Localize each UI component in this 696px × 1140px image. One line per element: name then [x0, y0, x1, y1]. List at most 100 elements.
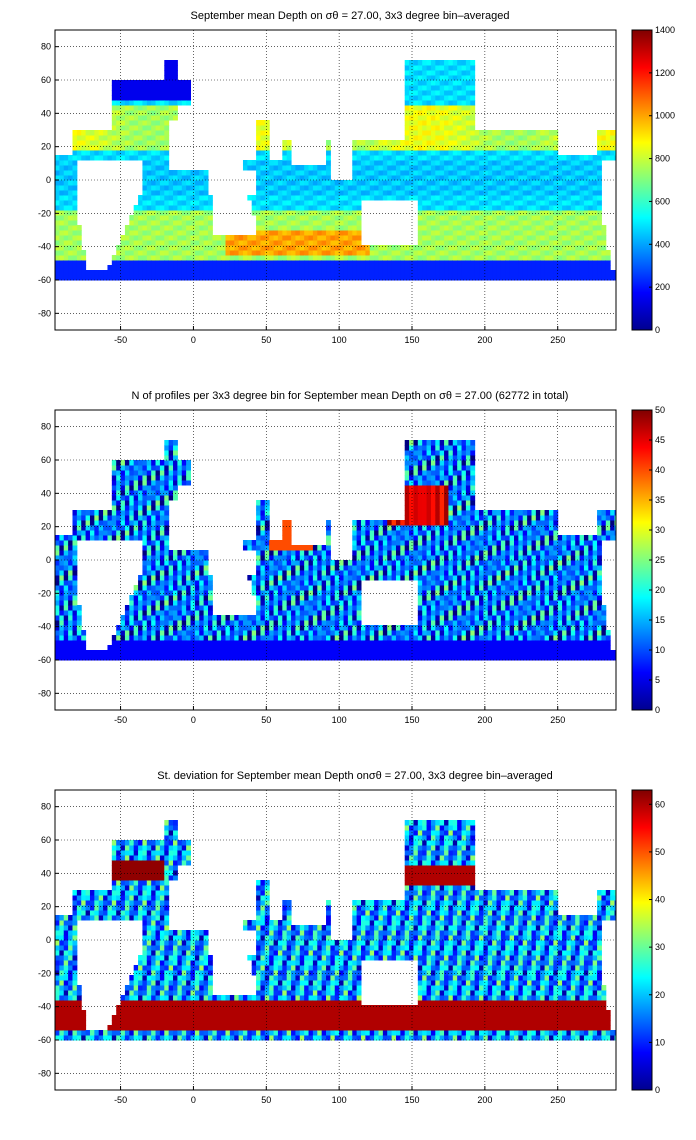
- heatmap-cell: [317, 195, 323, 201]
- heatmap-cell: [312, 650, 318, 656]
- heatmap-cell: [133, 250, 139, 256]
- heatmap-cell: [461, 150, 467, 156]
- heatmap-cell: [326, 240, 331, 246]
- heatmap-cell: [404, 275, 410, 281]
- heatmap-cell: [173, 245, 178, 251]
- heatmap-cell: [282, 275, 288, 281]
- heatmap-cell: [98, 650, 104, 656]
- heatmap-cell: [426, 170, 432, 176]
- heatmap-cell: [229, 655, 235, 661]
- heatmap-cell: [173, 105, 178, 111]
- heatmap-cell: [448, 255, 454, 261]
- heatmap-cell: [63, 215, 69, 221]
- heatmap-cell: [164, 125, 170, 131]
- heatmap-cell: [326, 215, 331, 221]
- heatmap-cell: [579, 235, 585, 241]
- heatmap-cell: [277, 640, 283, 646]
- heatmap-cell: [111, 80, 117, 86]
- heatmap-cell: [168, 650, 174, 656]
- heatmap-cell: [124, 105, 130, 111]
- heatmap-cell: [63, 560, 69, 566]
- heatmap-cell: [142, 215, 148, 221]
- heatmap-cell: [479, 150, 484, 156]
- heatmap-cell: [378, 250, 384, 256]
- heatmap-cell: [461, 130, 467, 136]
- heatmap-cell: [159, 115, 165, 121]
- heatmap-cell: [164, 110, 170, 116]
- heatmap-cell: [142, 470, 148, 476]
- heatmap-cell: [155, 640, 161, 646]
- heatmap-cell: [361, 635, 366, 641]
- heatmap-cell: [173, 595, 178, 601]
- heatmap-cell: [55, 645, 60, 651]
- heatmap-cell: [190, 250, 196, 256]
- heatmap-cell: [575, 155, 581, 161]
- heatmap-cell: [356, 605, 362, 611]
- heatmap-cell: [251, 165, 257, 171]
- heatmap-cell: [186, 240, 192, 246]
- heatmap-cell: [159, 565, 165, 571]
- heatmap-cell: [470, 70, 476, 76]
- heatmap-cell: [282, 220, 288, 226]
- heatmap-cell: [251, 625, 257, 631]
- heatmap-cell: [343, 220, 349, 226]
- heatmap-cell: [138, 460, 143, 466]
- heatmap-cell: [479, 200, 484, 206]
- y-tick-label: 40: [41, 108, 51, 118]
- heatmap-cell: [260, 515, 266, 521]
- heatmap-cell: [544, 255, 550, 261]
- heatmap-cell: [500, 275, 506, 281]
- heatmap-cell: [361, 650, 366, 656]
- heatmap-cell: [583, 220, 589, 226]
- y-tick-label: 60: [41, 75, 51, 85]
- heatmap-cell: [562, 235, 567, 241]
- heatmap-cell: [151, 640, 157, 646]
- heatmap-cell: [173, 580, 178, 586]
- heatmap-cell: [81, 650, 87, 656]
- heatmap-cell: [583, 235, 589, 241]
- heatmap-cell: [544, 235, 550, 241]
- heatmap-cell: [181, 205, 187, 211]
- heatmap-cell: [111, 495, 117, 501]
- heatmap-cell: [597, 180, 602, 186]
- heatmap-cell: [426, 100, 432, 106]
- heatmap-cell: [448, 110, 454, 116]
- heatmap-cell: [277, 245, 283, 251]
- heatmap-cell: [116, 80, 122, 86]
- heatmap-cell: [251, 645, 257, 651]
- heatmap-cell: [343, 185, 349, 191]
- heatmap-cell: [177, 645, 183, 651]
- heatmap-cell: [159, 100, 165, 106]
- heatmap-cell: [181, 180, 187, 186]
- heatmap-cell: [395, 270, 401, 276]
- heatmap-cell: [260, 230, 266, 236]
- heatmap-cell: [111, 645, 117, 651]
- heatmap-cell: [382, 260, 388, 266]
- heatmap-cell: [72, 175, 78, 181]
- heatmap-cell: [387, 180, 393, 186]
- heatmap-cell: [194, 210, 200, 216]
- heatmap-cell: [544, 180, 550, 186]
- heatmap-cell: [430, 255, 436, 261]
- heatmap-cell: [605, 140, 611, 146]
- heatmap-cell: [352, 590, 358, 596]
- heatmap-cell: [356, 220, 362, 226]
- heatmap-cell: [63, 155, 69, 161]
- heatmap-cell: [146, 500, 152, 506]
- y-tick-label: 80: [41, 42, 51, 52]
- heatmap-cell: [256, 125, 261, 131]
- heatmap-cell: [208, 580, 213, 586]
- heatmap-cell: [142, 225, 148, 231]
- heatmap-cell: [190, 555, 196, 561]
- heatmap-cell: [334, 565, 340, 571]
- heatmap-cell: [597, 235, 602, 241]
- heatmap-cell: [557, 250, 563, 256]
- heatmap-cell: [72, 200, 78, 206]
- heatmap-cell: [273, 570, 279, 576]
- heatmap-cell: [352, 655, 358, 661]
- heatmap-cell: [291, 610, 296, 616]
- heatmap-cell: [282, 260, 288, 266]
- heatmap-cell: [483, 265, 489, 271]
- heatmap-cell: [321, 570, 327, 576]
- heatmap-cell: [330, 560, 336, 566]
